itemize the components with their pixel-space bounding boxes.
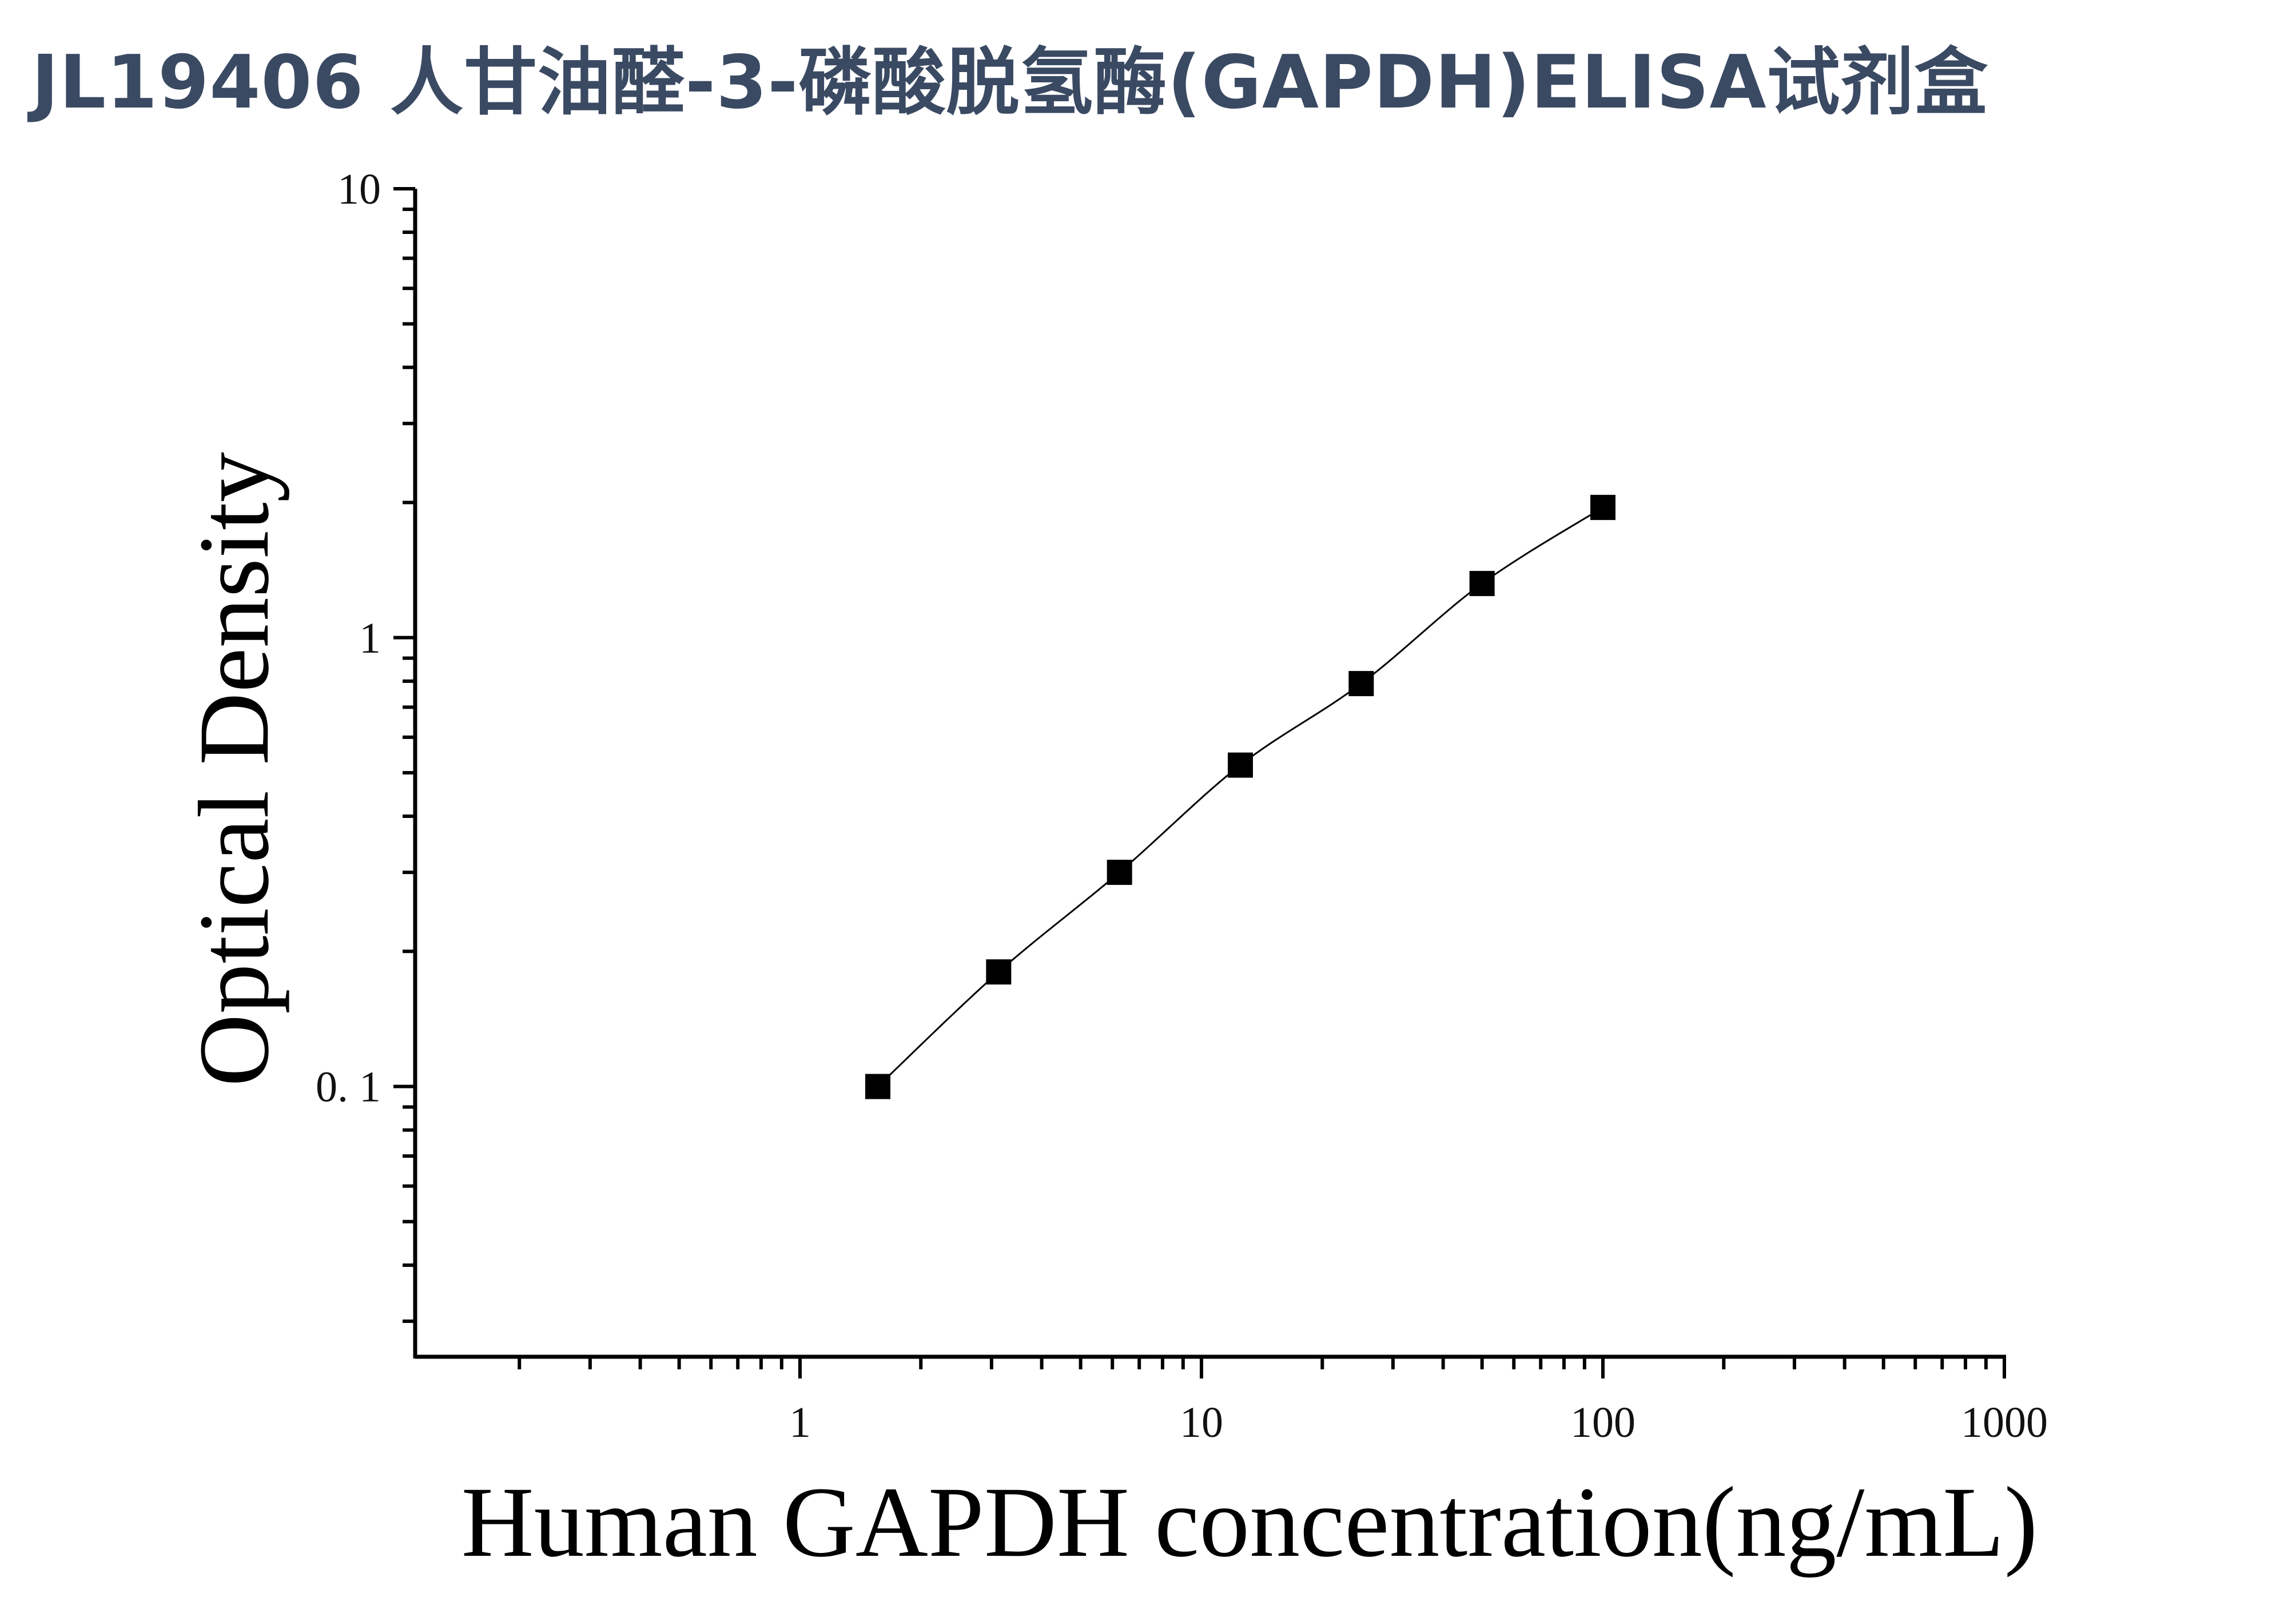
data-point: [1107, 860, 1132, 885]
data-point: [1469, 571, 1495, 597]
x-tick-label: 1000: [1961, 1399, 2048, 1447]
y-tick-label: 0. 1: [316, 1063, 381, 1111]
y-tick-label: 1: [359, 614, 381, 662]
x-axis-title: Human GAPDH concentration(ng/mL): [461, 1467, 2038, 1578]
page-title: JL19406 人甘油醛-3-磷酸脱氢酶(GAPDH)ELISA试剂盒: [31, 40, 1988, 125]
y-tick-label: 10: [337, 165, 381, 213]
x-tick-label: 100: [1570, 1399, 1636, 1447]
data-point: [865, 1074, 891, 1099]
data-point: [986, 959, 1012, 985]
axes: 1 10 100 1000 0. 1 1 10: [316, 165, 2048, 1447]
data-point: [1228, 752, 1254, 778]
data-point: [1590, 495, 1615, 521]
y-axis-title: Optical Density: [178, 452, 290, 1087]
data-point: [1348, 671, 1374, 697]
data-points: [865, 495, 1615, 1099]
x-tick-label: 10: [1180, 1399, 1223, 1447]
x-tick-label: 1: [789, 1399, 811, 1447]
